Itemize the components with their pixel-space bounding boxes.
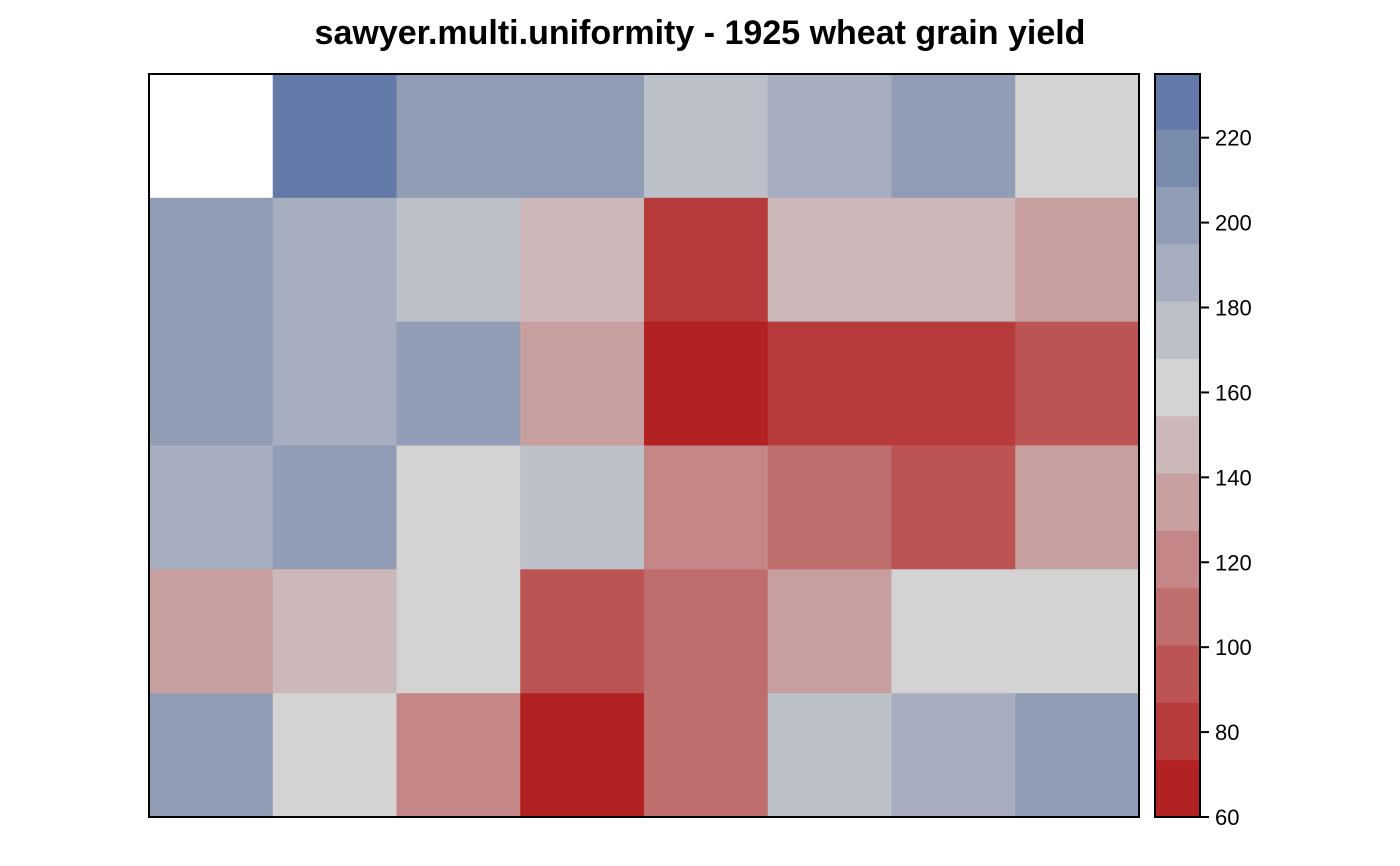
heatmap-cell [644,569,769,694]
heatmap-cell [891,569,1016,694]
colorbar-tick-label: 180 [1215,296,1252,321]
heatmap-cell [396,197,521,323]
heatmap-cell [149,321,274,447]
colorbar-swatch [1155,301,1200,359]
chart-title: sawyer.multi.uniformity - 1925 wheat gra… [315,14,1086,52]
colorbar-swatch [1155,243,1200,302]
heatmap-cell [520,693,645,818]
colorbar-swatch [1155,587,1200,646]
colorbar-tick-label: 200 [1215,211,1252,236]
colorbar-tick-label: 140 [1215,465,1252,490]
heatmap-cell [149,693,274,818]
heatmap-cell [767,693,893,818]
heatmap-cell [396,569,521,694]
heatmap-cell [520,321,645,447]
heatmap-cell [767,74,893,199]
colorbar-swatch [1155,702,1200,761]
plot-frame [148,73,1140,818]
heatmap-cell [767,569,893,694]
heatmap-cell [520,74,645,199]
heatmap-cell [272,321,398,447]
heatmap-cell [891,197,1016,323]
heatmap-cell [149,445,274,570]
heatmap-cell [1015,74,1140,199]
colorbar-swatch [1155,645,1200,703]
colorbar-swatch [1155,530,1200,589]
heatmap-cell [1015,569,1140,694]
heatmap-cell [149,74,274,199]
heatmap-cell [891,74,1016,199]
colorbar-tick-label: 160 [1215,380,1252,405]
colorbar-swatch [1155,415,1200,474]
heatmap-cell [149,569,274,694]
heatmap-cell [396,321,521,447]
colorbar-swatch [1155,473,1200,531]
heatmap-cell [644,197,769,323]
colorbar-frame [1154,73,1201,818]
colorbar-swatch [1155,759,1200,818]
heatmap-cell [520,569,645,694]
colorbar: 60 80 100 120 140 160 180 200 220 [1154,73,1252,830]
heatmap-cell [396,693,521,818]
colorbar-swatch [1155,358,1200,417]
heatmap-cells [149,74,1140,818]
colorbar-tick-label: 80 [1215,720,1239,745]
colorbar-swatch [1155,129,1200,188]
heatmap-cell [891,693,1016,818]
heatmap-cell [644,321,769,447]
heatmap-cell [272,74,398,199]
colorbar-tick-label: 220 [1215,126,1252,151]
colorbar-tick-label: 100 [1215,635,1252,660]
colorbar-swatch [1155,74,1200,130]
heatmap-cell [1015,197,1140,323]
heatmap-cell [520,197,645,323]
colorbar-tick-label: 120 [1215,550,1252,575]
heatmap-cell [891,321,1016,447]
heatmap-cell [891,445,1016,570]
heatmap-cell [1015,693,1140,818]
heatmap-cell [644,693,769,818]
heatmap-cell [644,445,769,570]
heatmap-cell [396,74,521,199]
heatmap-cell [767,445,893,570]
heatmap-cell [1015,321,1140,447]
colorbar-swatch [1155,186,1200,245]
heatmap-cell [149,197,274,323]
heatmap-cell [272,445,398,570]
heatmap-cell [1015,445,1140,570]
heatmap-cell [272,693,398,818]
heatmap-cell [644,74,769,199]
heatmap-cell [767,321,893,447]
heatmap-cell [767,197,893,323]
heatmap-cell [272,197,398,323]
heatmap-cell [520,445,645,570]
heatmap-cell [272,569,398,694]
colorbar-tick-label: 60 [1215,805,1239,830]
heatmap-cell [396,445,521,570]
